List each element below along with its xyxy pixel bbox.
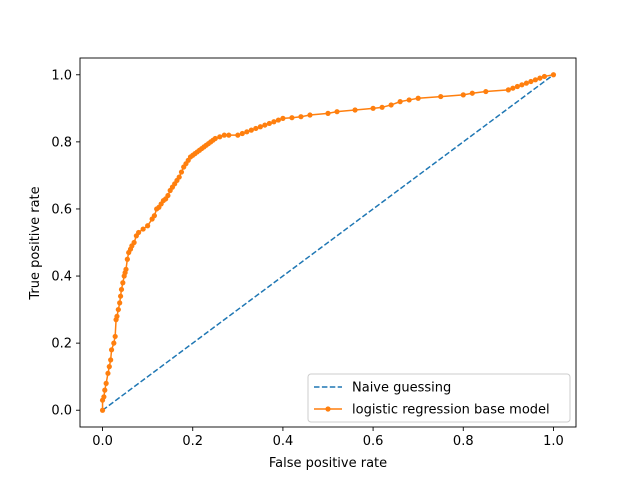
legend-box (307, 373, 571, 423)
series-layer (99, 72, 557, 413)
data-point (102, 387, 108, 393)
data-point (505, 87, 511, 93)
data-point (397, 99, 403, 105)
x-tick-label: 0.6 (363, 434, 384, 449)
data-point (271, 119, 277, 125)
data-point (99, 407, 106, 413)
data-point (118, 286, 125, 293)
data-point (537, 75, 543, 81)
data-point (151, 213, 157, 219)
data-point (124, 256, 130, 262)
data-point (123, 266, 129, 272)
y-axis-label: True positive rate (28, 186, 43, 300)
data-point (262, 122, 268, 128)
data-point (275, 117, 281, 123)
data-point (307, 112, 313, 118)
data-point (117, 293, 124, 299)
data-point (532, 77, 539, 83)
data-point (325, 110, 331, 116)
data-point (528, 78, 534, 85)
y-tick-label: 0.0 (51, 404, 72, 419)
data-point (212, 135, 218, 142)
data-point (541, 73, 548, 80)
data-point (103, 380, 109, 386)
x-tick-label: 0.2 (182, 434, 203, 449)
data-point (370, 105, 376, 111)
data-point (235, 132, 241, 138)
data-point (334, 109, 340, 115)
data-point (105, 370, 111, 376)
legend-label: logistic regression base model (352, 403, 550, 418)
data-point (298, 114, 304, 120)
data-point (352, 107, 358, 113)
data-point (406, 97, 412, 103)
y-tick-label: 0.2 (51, 337, 72, 352)
data-point (460, 92, 466, 98)
data-point (112, 333, 118, 340)
data-point (178, 169, 185, 175)
x-axis-label: False positive rate (269, 456, 387, 471)
data-point (131, 239, 137, 246)
data-point (514, 83, 520, 90)
data-point (280, 115, 286, 121)
legend: Naive guessing logistic regression base m… (307, 373, 571, 423)
data-point (415, 95, 421, 101)
data-point (140, 226, 146, 232)
axes-frame (79, 57, 577, 428)
data-point (176, 174, 182, 180)
data-point (469, 90, 475, 96)
data-point (226, 132, 232, 138)
data-point (523, 80, 530, 86)
data-point (510, 85, 516, 91)
data-point (108, 357, 114, 363)
y-tick-label: 1.0 (51, 68, 72, 83)
x-tick-label: 1.0 (543, 434, 564, 449)
data-point (115, 306, 121, 313)
data-point (388, 102, 394, 108)
series-naive-guessing-line (102, 74, 554, 411)
data-point (120, 280, 126, 286)
x-tick-label: 0.0 (92, 434, 113, 449)
legend-label: Naive guessing (352, 381, 451, 396)
data-point (438, 93, 444, 100)
data-point (165, 192, 171, 199)
data-point (106, 364, 112, 370)
x-tick-label: 0.4 (273, 434, 294, 449)
y-tick-label: 0.8 (51, 135, 72, 150)
data-point (550, 72, 557, 78)
data-point (289, 115, 295, 121)
data-point (379, 104, 385, 110)
data-point (244, 129, 250, 135)
y-tick-label: 0.6 (51, 202, 72, 217)
data-point (114, 313, 120, 319)
data-point (108, 347, 115, 353)
data-point (136, 229, 142, 236)
data-point (257, 124, 263, 130)
axes-layer: 0.0 0.2 0.4 0.6 0.8 1.0 0.0 0.2 0.4 0.6 0.8 1.0 (51, 57, 577, 449)
data-point (145, 223, 151, 229)
data-point (239, 130, 245, 137)
data-point (253, 125, 259, 132)
y-tick-label: 0.4 (51, 270, 72, 285)
legend-marker (325, 406, 331, 412)
data-point (248, 127, 254, 133)
data-point (483, 88, 489, 95)
data-point (519, 82, 525, 88)
data-point (266, 120, 272, 127)
data-point (117, 300, 123, 306)
data-point (111, 340, 117, 346)
data-point (221, 132, 227, 138)
data-point (217, 134, 223, 140)
x-tick-label: 0.8 (453, 434, 474, 449)
data-point (101, 394, 107, 400)
